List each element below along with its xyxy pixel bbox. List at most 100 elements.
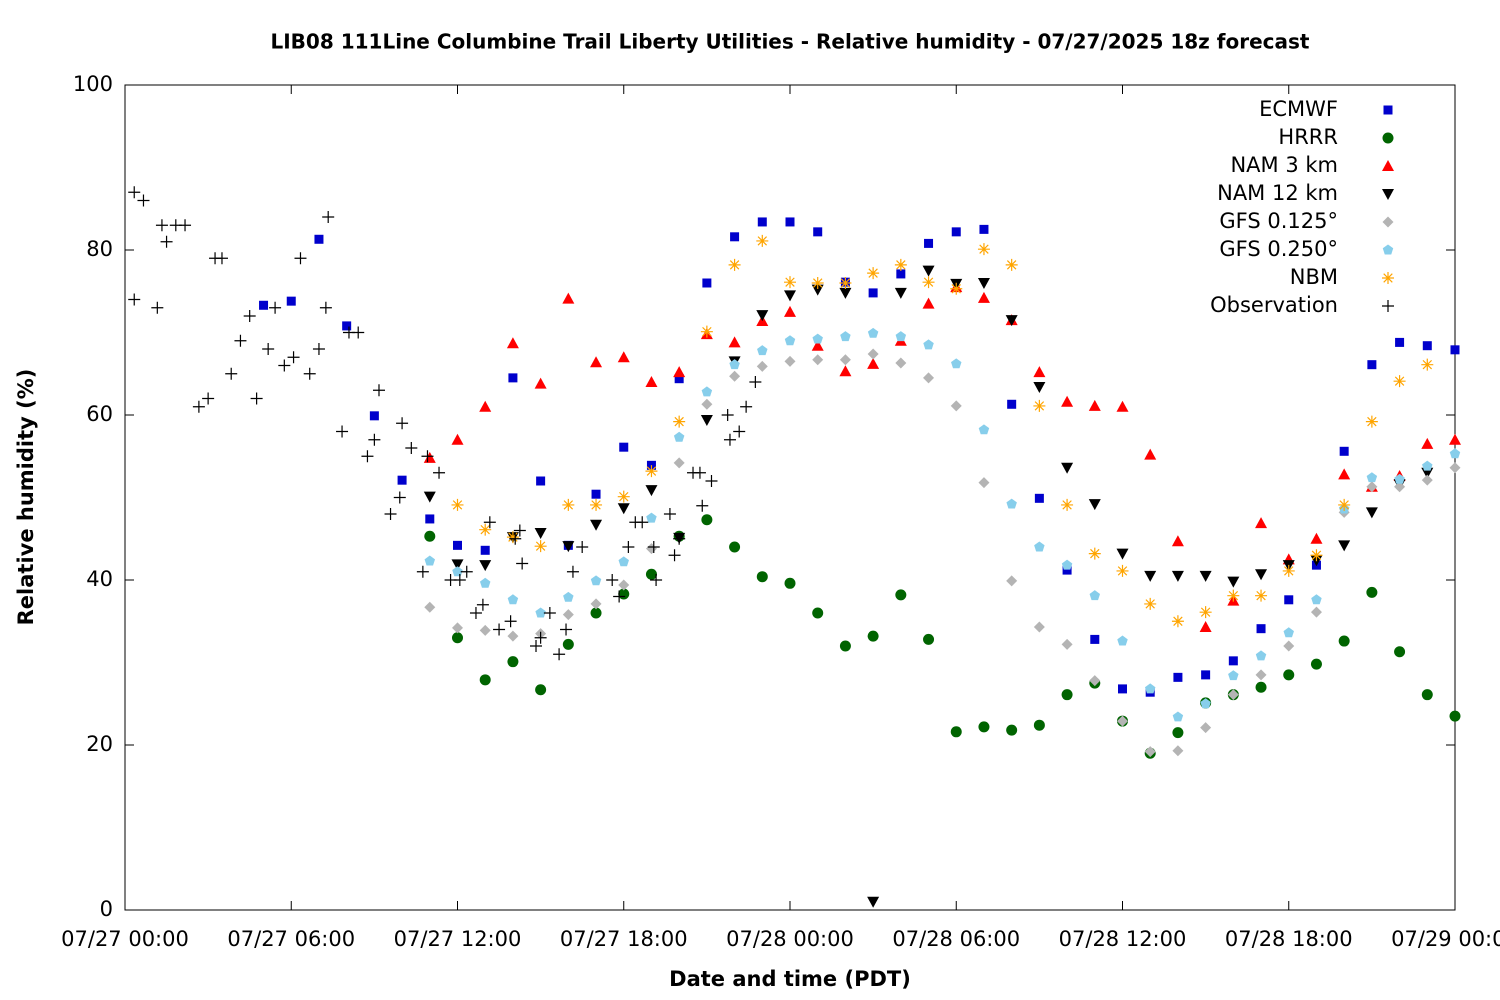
data-point xyxy=(1171,615,1184,628)
y-tick-label: 20 xyxy=(86,732,113,756)
data-point xyxy=(451,559,464,571)
data-point xyxy=(811,277,824,289)
data-point xyxy=(1393,375,1406,388)
data-point xyxy=(617,490,630,503)
data-point xyxy=(562,638,574,650)
data-point xyxy=(812,333,823,344)
data-point xyxy=(923,633,935,645)
data-point xyxy=(1365,415,1378,428)
data-point xyxy=(1200,722,1212,734)
data-point xyxy=(479,577,491,588)
data-point xyxy=(319,301,332,314)
data-point xyxy=(405,442,418,454)
data-point xyxy=(618,579,630,591)
data-point xyxy=(840,331,851,342)
data-point xyxy=(696,499,709,512)
data-point xyxy=(867,630,879,642)
data-point xyxy=(811,284,824,296)
y-tick-label: 0 xyxy=(100,897,113,921)
data-point xyxy=(509,532,522,545)
legend-symbol xyxy=(1382,272,1394,284)
data-point xyxy=(479,523,492,536)
data-point xyxy=(278,359,291,372)
data-point xyxy=(453,540,462,550)
data-point xyxy=(384,508,397,520)
data-point xyxy=(452,632,463,644)
data-point xyxy=(784,305,796,317)
data-point xyxy=(1034,493,1044,503)
data-point xyxy=(1421,358,1434,371)
data-point xyxy=(1090,634,1100,644)
data-point xyxy=(1144,746,1156,758)
data-point xyxy=(479,400,492,412)
data-point xyxy=(924,238,934,248)
data-point xyxy=(287,351,300,364)
data-point xyxy=(729,541,741,553)
data-point xyxy=(562,609,574,621)
data-point xyxy=(1171,570,1184,582)
data-point xyxy=(504,615,517,628)
data-point xyxy=(421,450,434,463)
data-point xyxy=(423,491,436,503)
data-point xyxy=(1117,635,1128,646)
data-point xyxy=(1033,621,1045,633)
data-point xyxy=(757,345,768,356)
data-point xyxy=(1282,564,1295,577)
data-point xyxy=(361,450,374,463)
data-point xyxy=(702,278,712,288)
data-point xyxy=(460,565,473,578)
data-point xyxy=(867,267,880,280)
data-point xyxy=(1006,724,1018,736)
data-point xyxy=(951,358,962,369)
legend-symbol xyxy=(1382,189,1394,200)
data-point xyxy=(977,278,990,289)
data-point xyxy=(1061,689,1073,701)
y-tick-label: 80 xyxy=(86,237,113,261)
data-point xyxy=(342,321,352,331)
data-point xyxy=(424,555,436,566)
data-point xyxy=(647,541,660,553)
x-tick-label: 07/27 00:00 xyxy=(61,927,189,951)
data-point xyxy=(590,598,602,610)
data-point xyxy=(534,540,547,553)
data-point xyxy=(673,457,685,469)
data-point xyxy=(553,648,566,661)
data-point xyxy=(700,414,713,426)
data-point xyxy=(303,367,316,380)
data-point xyxy=(705,475,718,487)
data-point xyxy=(1422,460,1433,471)
data-point xyxy=(1089,590,1101,601)
data-point xyxy=(1117,715,1128,727)
data-point xyxy=(617,503,630,515)
data-point xyxy=(811,339,824,351)
data-point xyxy=(1200,698,1211,709)
data-point xyxy=(1255,517,1268,529)
data-point xyxy=(1006,498,1017,509)
data-point xyxy=(590,575,602,586)
data-point xyxy=(1310,606,1322,618)
data-point xyxy=(1365,507,1378,519)
data-point xyxy=(202,392,215,405)
legend-label: Observation xyxy=(1210,293,1338,317)
data-point xyxy=(513,524,526,537)
data-point xyxy=(530,640,543,652)
data-point xyxy=(535,607,546,618)
y-axis-label: Relative humidity (%) xyxy=(14,369,38,626)
data-point xyxy=(1394,481,1406,493)
data-point xyxy=(979,224,989,234)
data-point xyxy=(1338,498,1351,511)
data-point xyxy=(560,623,573,636)
data-point xyxy=(895,331,907,342)
data-point xyxy=(259,300,269,310)
data-point xyxy=(286,296,296,306)
legend-symbol xyxy=(1382,216,1394,228)
data-point xyxy=(1255,681,1267,693)
data-point xyxy=(1284,595,1294,605)
data-point xyxy=(839,354,851,366)
data-point xyxy=(674,374,684,384)
data-point xyxy=(566,565,579,578)
data-point xyxy=(536,476,546,486)
data-point xyxy=(1421,689,1433,701)
data-point xyxy=(1256,624,1266,634)
data-point xyxy=(1449,462,1461,474)
